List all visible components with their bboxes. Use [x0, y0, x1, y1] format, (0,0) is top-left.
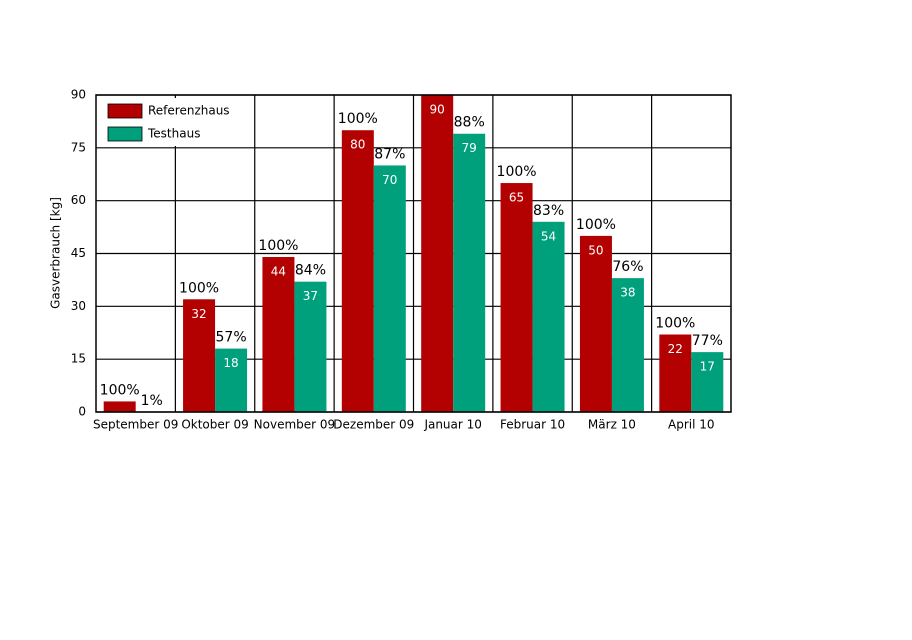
x-tick-label: Dezember 09: [333, 418, 414, 432]
x-tick-label: Oktober 09: [181, 418, 248, 432]
percent-label: 76%: [612, 259, 643, 275]
bar-value-label: 17: [700, 360, 715, 374]
bar: [611, 278, 644, 412]
percent-label: 77%: [692, 333, 723, 349]
bar: [579, 235, 612, 412]
x-tick-label: September 09: [93, 418, 178, 432]
bar-value-label: 50: [588, 243, 603, 257]
bar: [373, 165, 406, 412]
bar-value-label: 80: [350, 138, 365, 152]
bar: [532, 221, 565, 412]
plot-border: [95, 94, 732, 413]
legend-label: Referenzhaus: [148, 104, 230, 118]
bar: [659, 334, 692, 412]
percent-label: 100%: [258, 238, 298, 254]
percent-label: 100%: [179, 280, 219, 296]
bar-value-label: 22: [668, 342, 683, 356]
bar-value-label: 70: [382, 173, 397, 187]
x-tick-label: April 10: [668, 418, 715, 432]
legend-swatch: [107, 126, 143, 142]
y-tick-label: 30: [71, 299, 86, 313]
bar: [500, 183, 533, 412]
percent-label: 100%: [576, 217, 616, 233]
bar: [103, 401, 136, 412]
bar: [294, 281, 327, 412]
y-tick-label: 0: [78, 405, 86, 419]
legend-label: Testhaus: [147, 127, 200, 141]
y-tick-label: 90: [71, 88, 86, 102]
bar-value-label: 90: [430, 103, 445, 117]
percent-label: 83%: [533, 203, 564, 219]
bar: [262, 257, 295, 412]
percent-label: 57%: [216, 330, 247, 346]
percent-label: 100%: [338, 111, 378, 127]
percent-label: 100%: [100, 382, 140, 398]
percent-label: 100%: [497, 164, 537, 180]
bar-value-label: 65: [509, 191, 524, 205]
y-tick-label: 45: [71, 246, 86, 260]
y-tick-label: 15: [71, 352, 86, 366]
bar-value-label: 37: [303, 289, 318, 303]
percent-label: 87%: [374, 146, 405, 162]
y-tick-label: 75: [71, 140, 86, 154]
percent-label: 1%: [141, 393, 163, 409]
legend-swatch: [107, 103, 143, 119]
percent-label: 84%: [295, 263, 326, 279]
x-tick-label: März 10: [588, 418, 636, 432]
x-tick-label: November 09: [254, 418, 336, 432]
bar-value-label: 44: [271, 265, 286, 279]
x-tick-label: Januar 10: [423, 418, 481, 432]
bar: [215, 348, 248, 412]
y-tick-label: 60: [71, 193, 86, 207]
bar: [691, 352, 724, 412]
bar-value-label: 18: [223, 356, 238, 370]
bar-value-label: 79: [462, 141, 477, 155]
x-tick-label: Februar 10: [500, 418, 565, 432]
y-axis-label: Gasverbrauch [kg]: [49, 197, 63, 309]
percent-label: 88%: [454, 115, 485, 131]
bar-value-label: 38: [620, 286, 635, 300]
bar: [341, 130, 374, 412]
bar: [421, 95, 454, 412]
percent-label: 100%: [655, 316, 695, 332]
bar-value-label: 32: [191, 307, 206, 321]
bar-value-label: 54: [541, 229, 556, 243]
bar: [453, 133, 486, 412]
bar: [183, 299, 216, 412]
